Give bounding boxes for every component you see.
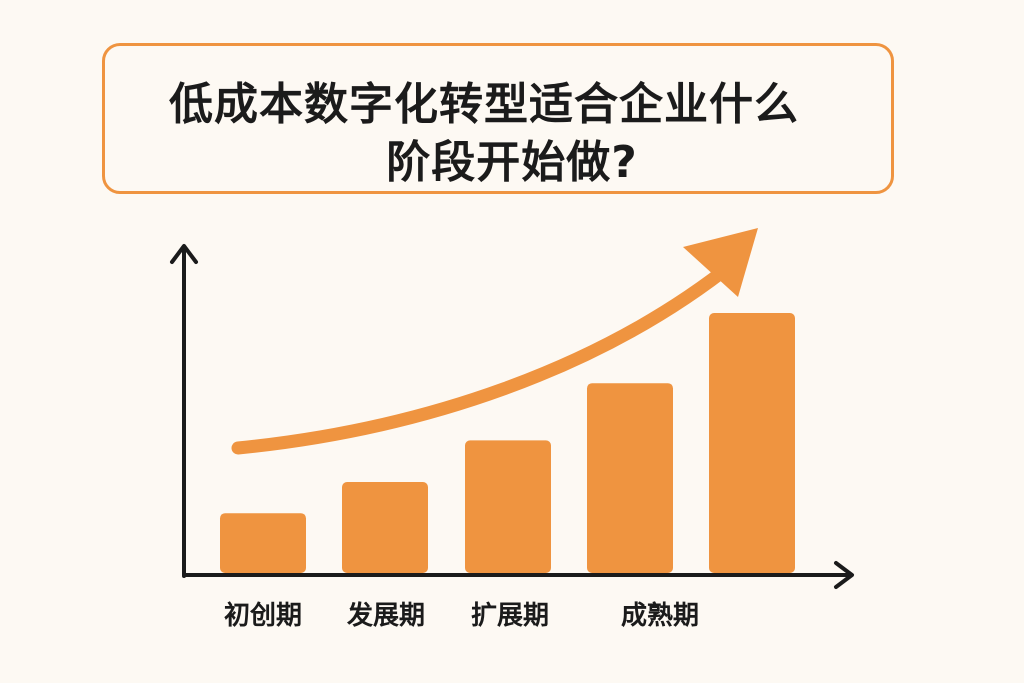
trend-arrowhead	[683, 228, 758, 297]
x-axis-arrow	[834, 561, 854, 589]
bar-1	[220, 513, 306, 573]
bar-3	[465, 440, 551, 573]
title-line-1: 低成本数字化转型适合企业什么	[169, 79, 799, 130]
title-box: 低成本数字化转型适合企业什么 阶段开始做?	[102, 43, 894, 194]
category-label: 初创期	[224, 601, 302, 631]
bar-5	[709, 313, 795, 573]
title-line-2: 阶段开始做?	[386, 137, 638, 188]
category-label: 成熟期	[621, 600, 699, 631]
category-label: 扩展期	[471, 601, 549, 631]
trend-arrow-shaft	[231, 255, 742, 455]
bar-4	[587, 383, 673, 573]
y-axis-arrow	[170, 244, 198, 264]
bar-2	[342, 482, 428, 573]
category-label: 发展期	[346, 600, 425, 631]
